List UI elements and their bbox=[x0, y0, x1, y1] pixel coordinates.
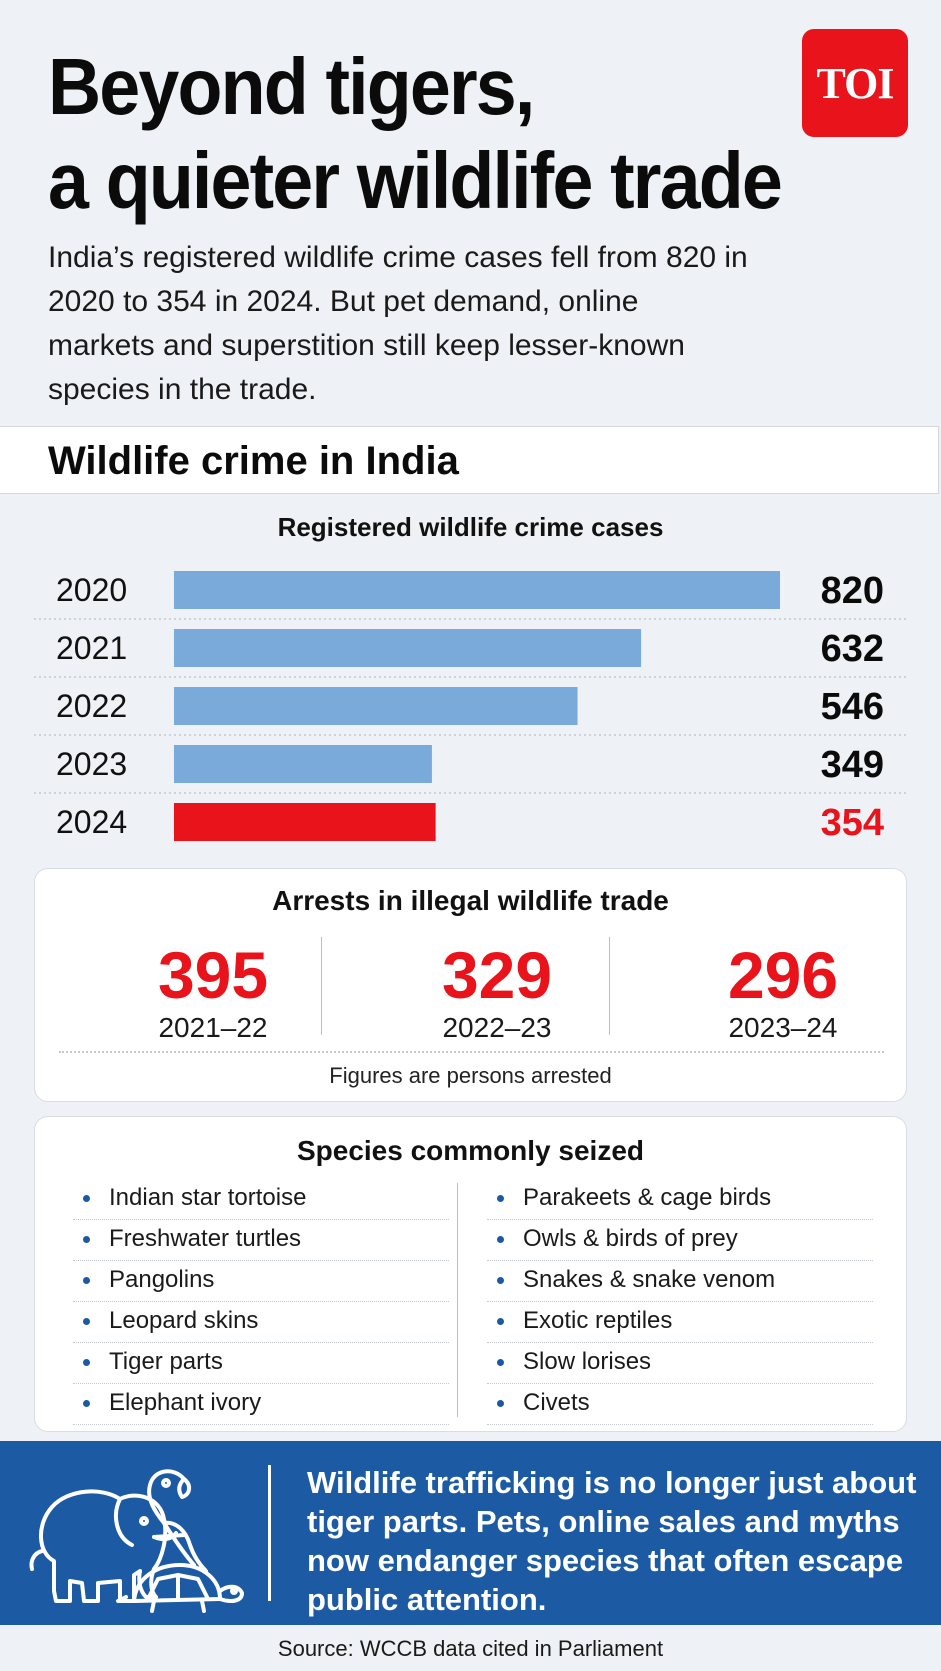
list-item: Tiger parts bbox=[73, 1343, 449, 1384]
arrest-period: 2022–23 bbox=[442, 1012, 552, 1043]
list-item: Civets bbox=[487, 1384, 873, 1425]
stat-divider bbox=[321, 937, 322, 1035]
arrest-count: 296 bbox=[727, 938, 839, 1012]
arrest-period: 2021–22 bbox=[158, 1012, 268, 1043]
list-item: Freshwater turtles bbox=[73, 1220, 449, 1261]
source-credit: Source: WCCB data cited in Parliament bbox=[277, 1636, 664, 1661]
bar bbox=[174, 745, 432, 783]
arrests-card: Arrests in illegal wildlife trade 395 20… bbox=[34, 868, 907, 1102]
value-label: 820 bbox=[821, 570, 884, 612]
list-item: Slow lorises bbox=[487, 1343, 873, 1384]
list-item: Snakes & snake venom bbox=[487, 1261, 873, 1302]
category-label: 2021 bbox=[56, 630, 127, 666]
list-item: Leopard skins bbox=[73, 1302, 449, 1343]
list-item: Owls & birds of prey bbox=[487, 1220, 873, 1261]
value-label: 354 bbox=[821, 802, 884, 844]
species-divider bbox=[457, 1183, 458, 1417]
species-list-right: Parakeets & cage birds Owls & birds of p… bbox=[487, 1179, 873, 1425]
bar bbox=[174, 687, 578, 725]
section-header: Wildlife crime in India bbox=[0, 426, 939, 494]
card-divider bbox=[59, 1051, 884, 1053]
headline-line: a quieter wildlife trade bbox=[48, 136, 783, 225]
chart-title: Registered wildlife crime cases bbox=[277, 512, 664, 542]
list-item: Elephant ivory bbox=[73, 1384, 449, 1425]
headline: Beyond tigers, a quieter wildlife trade bbox=[48, 40, 783, 228]
arrest-stat: 395 2021–22 bbox=[69, 939, 357, 1045]
value-label: 349 bbox=[821, 744, 884, 786]
list-item: Indian star tortoise bbox=[73, 1179, 449, 1220]
species-card: Species commonly seized Indian star tort… bbox=[34, 1116, 907, 1432]
bar bbox=[174, 571, 780, 609]
category-label: 2023 bbox=[56, 746, 127, 782]
takeaway-text: Wildlife trafficking is no longer just a… bbox=[307, 1465, 917, 1617]
intro-text: India’s registered wildlife crime cases … bbox=[48, 241, 748, 406]
category-label: 2022 bbox=[56, 688, 127, 724]
headline-line: Beyond tigers, bbox=[48, 42, 535, 131]
list-item: Pangolins bbox=[73, 1261, 449, 1302]
arrest-stat: 296 2023–24 bbox=[639, 939, 927, 1045]
value-label: 546 bbox=[821, 686, 884, 728]
list-item: Exotic reptiles bbox=[487, 1302, 873, 1343]
wildlife-illustration bbox=[29, 1469, 244, 1613]
stat-divider bbox=[609, 937, 610, 1035]
takeaway-banner: Wildlife trafficking is no longer just a… bbox=[0, 1441, 941, 1625]
bar bbox=[174, 803, 436, 841]
arrest-stat: 329 2022–23 bbox=[353, 939, 641, 1045]
category-label: 2020 bbox=[56, 572, 127, 608]
arrest-count: 395 bbox=[157, 938, 269, 1012]
banner-divider bbox=[268, 1465, 271, 1601]
value-label: 632 bbox=[821, 628, 884, 670]
tortoise-icon bbox=[116, 1563, 244, 1613]
bar-chart: 2020 820 2021 632 2022 546 2023 349 2024 354 bbox=[34, 570, 907, 844]
arrests-note: Figures are persons arrested bbox=[329, 1063, 612, 1088]
bar bbox=[174, 629, 642, 667]
parrot-icon bbox=[147, 1469, 208, 1573]
species-list-left: Indian star tortoise Freshwater turtles … bbox=[73, 1179, 449, 1425]
section-title: Wildlife crime in India bbox=[48, 439, 459, 483]
list-item: Parakeets & cage birds bbox=[487, 1179, 873, 1220]
category-label: 2024 bbox=[56, 804, 127, 840]
arrests-title: Arrests in illegal wildlife trade bbox=[272, 885, 669, 916]
arrest-period: 2023–24 bbox=[728, 1012, 838, 1043]
arrest-count: 329 bbox=[441, 938, 553, 1012]
toi-logo[interactable]: TOI bbox=[802, 29, 908, 137]
species-title: Species commonly seized bbox=[296, 1135, 645, 1166]
